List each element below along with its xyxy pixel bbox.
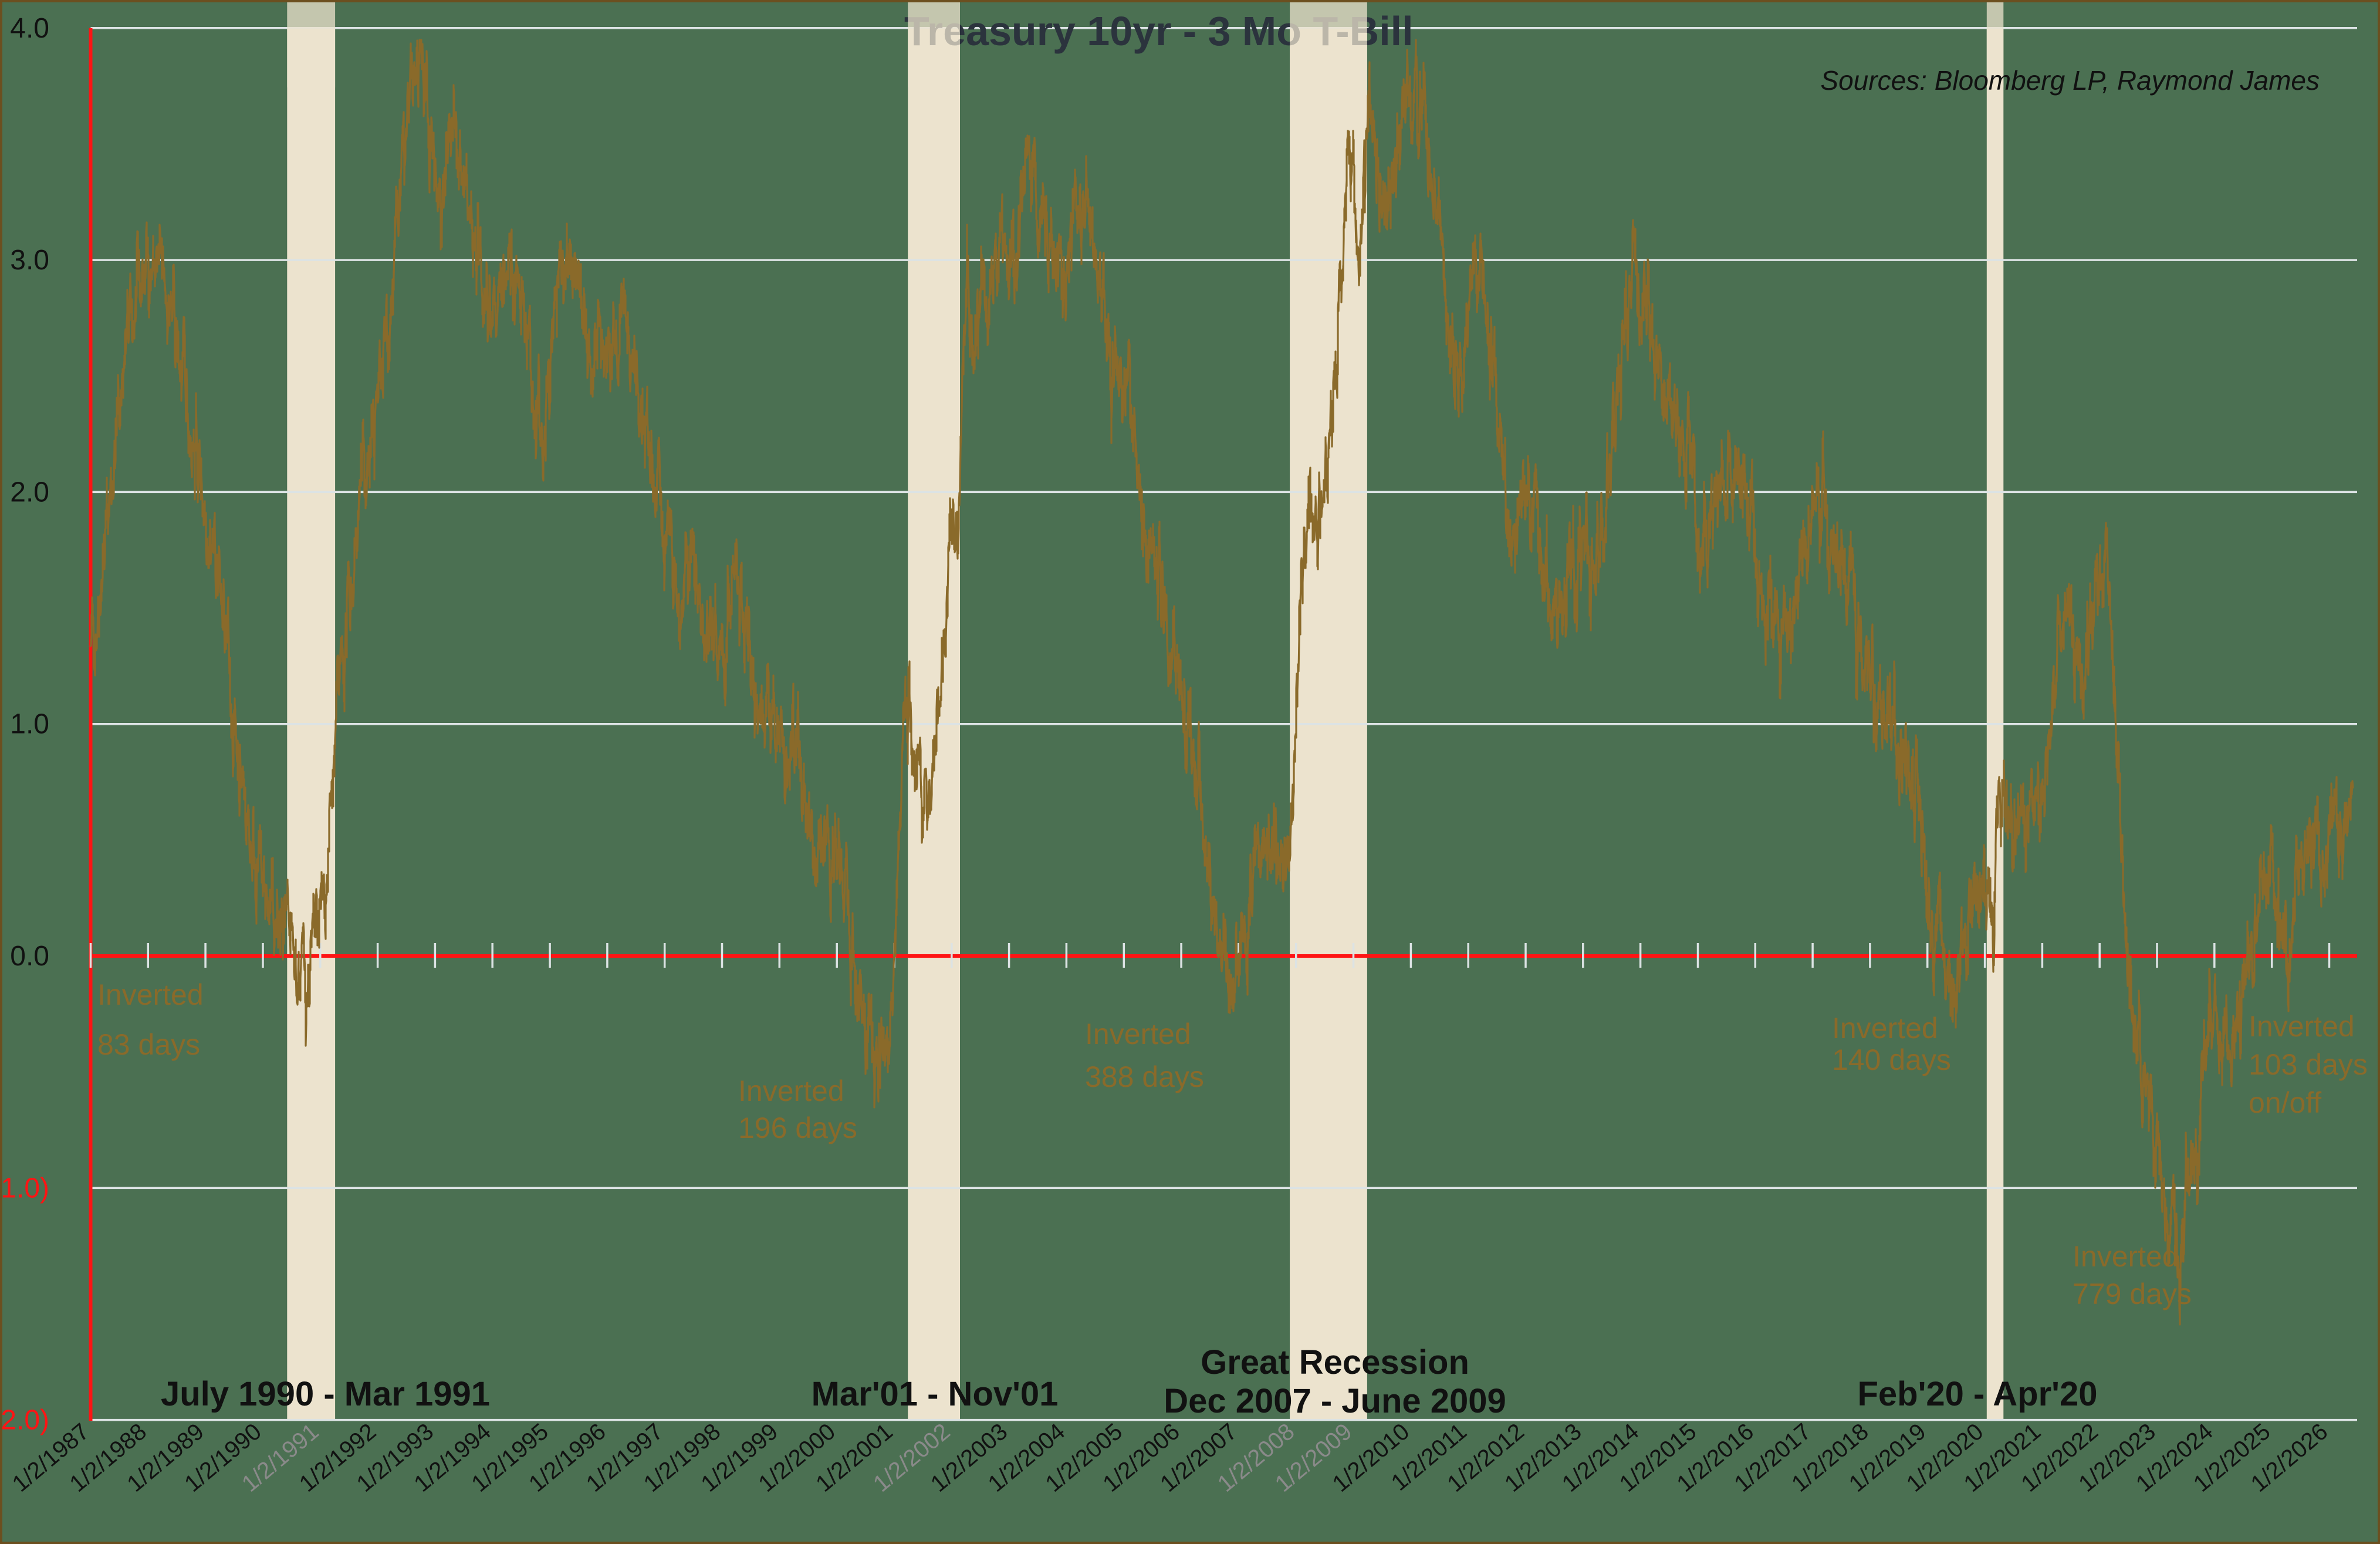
- svg-text:Inverted: Inverted: [738, 1075, 844, 1107]
- svg-text:on/off: on/off: [2249, 1086, 2321, 1119]
- svg-text:Sources: Bloomberg LP, Raymond: Sources: Bloomberg LP, Raymond James: [1820, 65, 2320, 96]
- svg-text:Inverted: Inverted: [1832, 1012, 1938, 1045]
- svg-text:2.0: 2.0: [10, 477, 49, 508]
- svg-text:4.0: 4.0: [10, 13, 49, 44]
- svg-text:Great Recession: Great Recession: [1201, 1343, 1469, 1381]
- svg-text:July 1990 - Mar 1991: July 1990 - Mar 1991: [161, 1375, 490, 1413]
- svg-text:(2.0): (2.0): [2, 1405, 49, 1436]
- svg-text:Inverted: Inverted: [1085, 1018, 1191, 1050]
- svg-text:Inverted: Inverted: [2249, 1010, 2355, 1043]
- svg-text:3.0: 3.0: [10, 245, 49, 276]
- svg-text:388 days: 388 days: [1085, 1060, 1204, 1093]
- svg-text:779 days: 779 days: [2073, 1278, 2192, 1310]
- svg-text:Inverted: Inverted: [2073, 1240, 2179, 1273]
- svg-text:1.0: 1.0: [10, 709, 49, 740]
- svg-text:Feb'20 - Apr'20: Feb'20 - Apr'20: [1857, 1375, 2097, 1413]
- svg-text:Inverted: Inverted: [97, 978, 204, 1011]
- svg-text:196 days: 196 days: [738, 1111, 857, 1144]
- svg-text:140 days: 140 days: [1832, 1043, 1951, 1076]
- svg-text:(1.0): (1.0): [2, 1173, 49, 1204]
- svg-text:83 days: 83 days: [97, 1028, 200, 1061]
- svg-text:Dec 2007 - June 2009: Dec 2007 - June 2009: [1164, 1382, 1506, 1420]
- svg-text:103 days: 103 days: [2249, 1048, 2368, 1081]
- svg-text:Mar'01 - Nov'01: Mar'01 - Nov'01: [812, 1375, 1059, 1413]
- svg-text:0.0: 0.0: [10, 941, 49, 972]
